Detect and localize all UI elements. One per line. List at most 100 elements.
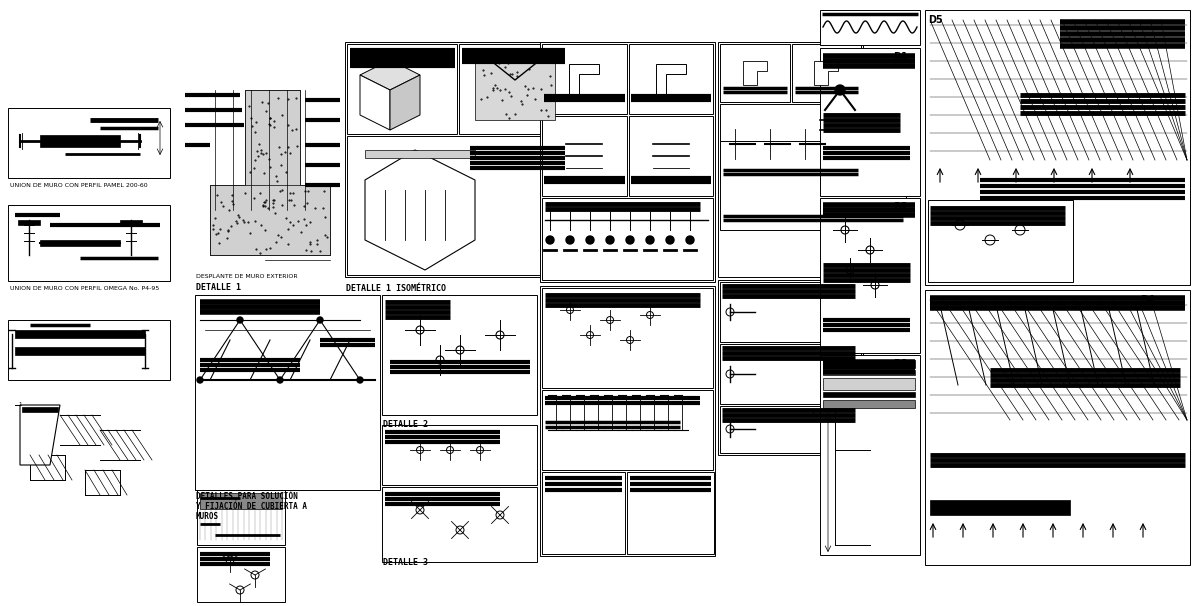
Bar	[542, 116, 627, 196]
Bar	[22, 407, 57, 412]
Bar	[39, 240, 120, 246]
Bar	[8, 108, 170, 178]
Text: DETALLE 3: DETALLE 3	[383, 558, 428, 567]
Circle shape	[687, 236, 694, 244]
Bar	[382, 425, 537, 485]
Bar	[720, 406, 861, 453]
Bar	[39, 135, 120, 147]
Text: MUROS: MUROS	[196, 512, 219, 521]
Text: DETALLE 2: DETALLE 2	[383, 420, 428, 429]
Bar	[720, 344, 861, 404]
Bar	[925, 10, 1190, 285]
Bar	[627, 472, 714, 554]
Bar	[210, 185, 330, 255]
Polygon shape	[20, 405, 60, 465]
Bar	[925, 290, 1190, 565]
Text: UNION DE MURO CON PERFIL PAMEL 200-60: UNION DE MURO CON PERFIL PAMEL 200-60	[10, 183, 147, 188]
Bar	[8, 320, 170, 380]
Bar	[16, 330, 145, 338]
Text: Y FIJACIÓN DE CUBIERTA A: Y FIJACIÓN DE CUBIERTA A	[196, 502, 307, 511]
Text: DESPLANTE DE MURO EXTERIOR: DESPLANTE DE MURO EXTERIOR	[196, 274, 298, 279]
Bar	[792, 44, 861, 102]
Bar	[629, 116, 713, 196]
Bar	[629, 44, 713, 114]
Polygon shape	[360, 60, 420, 90]
Polygon shape	[569, 64, 599, 94]
Bar	[820, 10, 920, 45]
Bar	[823, 400, 915, 408]
Bar	[200, 493, 282, 509]
Bar	[195, 295, 380, 490]
Bar	[347, 44, 457, 134]
Bar	[823, 360, 915, 368]
Text: DETALLES PARA SOLUCIÓN: DETALLES PARA SOLUCIÓN	[196, 492, 298, 501]
Bar	[720, 141, 907, 230]
Bar	[344, 42, 570, 277]
Text: DETALLE 1 ISOMÉTRICO: DETALLE 1 ISOMÉTRICO	[346, 284, 446, 293]
Bar	[720, 104, 861, 184]
Bar	[930, 500, 1070, 515]
Bar	[720, 282, 861, 342]
Circle shape	[237, 317, 243, 323]
Circle shape	[197, 377, 203, 383]
Polygon shape	[814, 61, 838, 85]
Polygon shape	[390, 75, 420, 130]
Bar	[541, 42, 715, 282]
Text: D3: D3	[893, 359, 908, 369]
Text: D5: D5	[928, 15, 942, 25]
Circle shape	[356, 377, 364, 383]
Polygon shape	[743, 61, 767, 85]
Text: D1: D1	[893, 52, 908, 62]
Text: D4: D4	[1140, 295, 1155, 305]
Circle shape	[566, 236, 574, 244]
Bar	[541, 286, 715, 556]
Bar	[8, 205, 170, 281]
Bar	[820, 198, 920, 353]
Bar	[245, 90, 300, 210]
Text: DETALLE 1: DETALLE 1	[196, 283, 242, 292]
Circle shape	[646, 236, 654, 244]
Circle shape	[317, 317, 323, 323]
Bar	[823, 392, 915, 397]
Text: D2: D2	[893, 202, 908, 212]
Polygon shape	[360, 75, 390, 130]
Circle shape	[606, 236, 614, 244]
Bar	[16, 347, 145, 355]
Bar	[197, 547, 285, 602]
Bar	[542, 198, 713, 280]
Bar	[347, 136, 568, 275]
Bar	[823, 378, 915, 390]
Bar	[459, 44, 568, 134]
Text: 1: 1	[18, 402, 22, 407]
Bar	[820, 355, 920, 555]
Bar	[382, 295, 537, 415]
Bar	[365, 150, 475, 158]
Bar	[718, 280, 864, 455]
Circle shape	[835, 85, 846, 95]
Polygon shape	[365, 150, 475, 270]
Bar	[820, 48, 920, 196]
Bar	[475, 55, 555, 120]
Bar	[245, 90, 300, 210]
Bar	[197, 490, 285, 545]
Polygon shape	[655, 64, 687, 94]
Bar	[542, 44, 627, 114]
Bar	[382, 487, 537, 562]
Bar	[18, 220, 39, 225]
Bar	[718, 42, 864, 277]
Text: UNION DE MURO CON PERFIL OMEGA No. P4-95: UNION DE MURO CON PERFIL OMEGA No. P4-95	[10, 286, 159, 291]
Text: 1: 1	[811, 410, 814, 416]
Circle shape	[547, 236, 554, 244]
Bar	[120, 220, 142, 225]
Bar	[928, 200, 1073, 282]
Bar	[210, 185, 330, 255]
Circle shape	[666, 236, 675, 244]
Circle shape	[277, 377, 283, 383]
Bar	[823, 370, 915, 375]
Bar	[542, 472, 626, 554]
Circle shape	[586, 236, 594, 244]
Bar	[720, 44, 791, 102]
Bar	[542, 390, 713, 470]
Bar	[542, 288, 713, 388]
Circle shape	[626, 236, 634, 244]
